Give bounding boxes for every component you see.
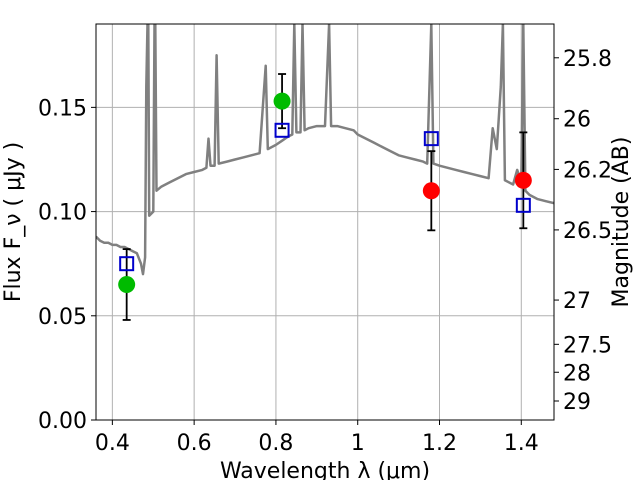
photometry-point — [273, 92, 291, 110]
x-tick-label: 1 — [351, 431, 365, 456]
photometry-point — [422, 182, 440, 200]
x-tick-label: 0.4 — [95, 431, 130, 456]
magnitude-tick-label: 28 — [563, 361, 591, 386]
grid — [96, 24, 554, 421]
magnitude-tick-label: 26 — [563, 108, 591, 133]
plot-frame — [95, 23, 555, 421]
model-point — [515, 197, 531, 213]
magnitude-axis-ticks: 25.8 26 26.2 26.5 27 27.5 28 29 — [554, 47, 612, 415]
y-axis-ticks: 0.00 0.05 0.10 0.15 — [38, 96, 96, 434]
magnitude-tick-label: 27 — [563, 289, 591, 314]
magnitude-tick-label: 29 — [563, 390, 591, 415]
magnitude-tick-label: 26.5 — [563, 219, 612, 244]
y-tick-label: 0.05 — [38, 305, 87, 330]
magnitude-tick-label: 25.8 — [563, 47, 612, 72]
model-point — [423, 131, 439, 147]
x-axis-title: Wavelength λ (μm) — [220, 459, 430, 480]
model-point — [274, 122, 290, 138]
photometry-points — [118, 92, 532, 294]
y-tick-label: 0.00 — [38, 409, 87, 434]
y-axis-title: Flux F_ν ( μJy ) — [1, 142, 26, 302]
model-point — [119, 256, 135, 272]
template-spectrum — [96, 24, 554, 276]
photometry-point — [118, 276, 136, 294]
model-points — [119, 122, 531, 272]
x-tick-label: 0.6 — [177, 431, 212, 456]
x-tick-label: 0.8 — [258, 431, 293, 456]
magnitude-tick-label: 26.2 — [563, 158, 612, 183]
y-tick-label: 0.10 — [38, 201, 87, 226]
spectrum-line — [96, 24, 554, 276]
x-axis-ticks: 0.4 0.6 0.8 1 1.2 1.4 — [95, 420, 539, 456]
x-tick-label: 1.4 — [504, 431, 539, 456]
x-tick-label: 1.2 — [422, 431, 457, 456]
photometry-point — [514, 171, 532, 189]
magnitude-tick-label: 27.5 — [563, 333, 612, 358]
magnitude-axis-title: Magnitude (AB) — [609, 137, 634, 308]
y-tick-label: 0.15 — [38, 96, 87, 121]
